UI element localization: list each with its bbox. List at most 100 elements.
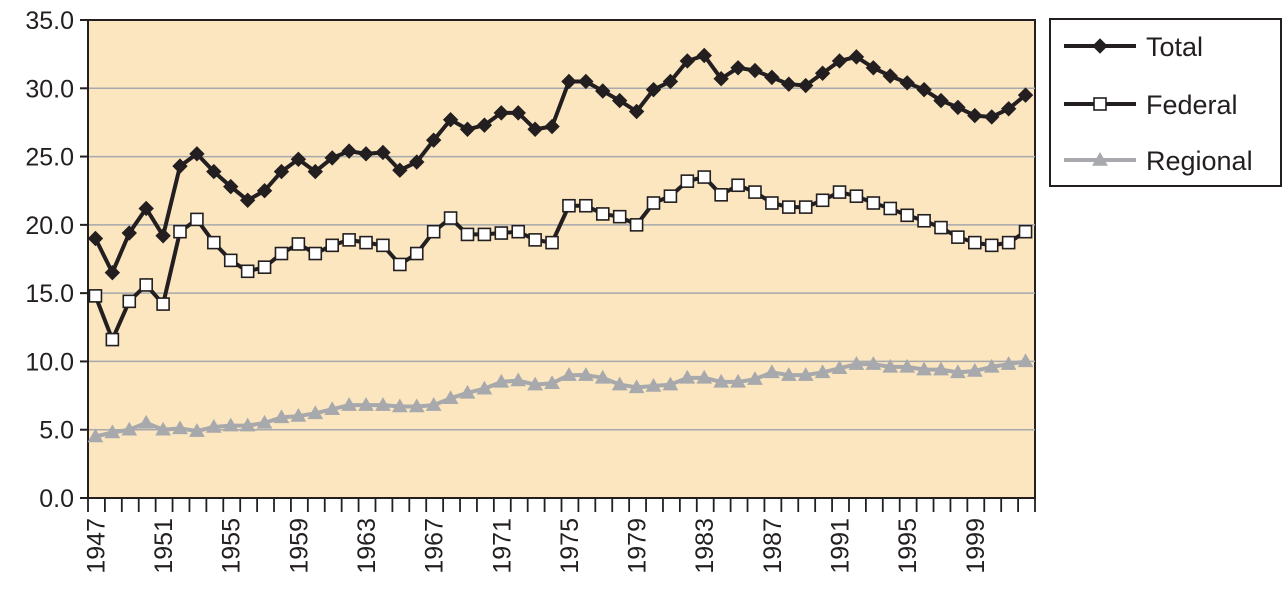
y-tick-label: 5.0 bbox=[39, 417, 74, 445]
data-point-total bbox=[273, 163, 290, 180]
data-point-regional bbox=[933, 361, 949, 376]
y-tick-label: 20.0 bbox=[25, 212, 74, 240]
data-point-regional bbox=[713, 373, 730, 388]
data-point-federal bbox=[612, 209, 627, 224]
data-point-federal bbox=[156, 297, 170, 311]
data-point-total bbox=[425, 132, 442, 148]
x-tick-label: 1991 bbox=[827, 518, 855, 574]
data-point-total bbox=[781, 76, 797, 92]
x-tick-label: 1979 bbox=[624, 518, 652, 574]
data-point-total bbox=[189, 146, 205, 162]
data-point-total bbox=[747, 62, 763, 79]
data-point-regional bbox=[594, 369, 611, 384]
data-point-regional bbox=[764, 364, 780, 379]
data-point-regional bbox=[628, 379, 645, 394]
data-point-federal bbox=[494, 226, 509, 240]
data-point-total bbox=[392, 162, 408, 178]
data-point-regional bbox=[696, 369, 713, 384]
data-point-federal bbox=[731, 178, 745, 193]
data-point-regional bbox=[966, 362, 983, 377]
data-point-federal bbox=[173, 224, 187, 239]
data-point-total bbox=[595, 83, 611, 99]
data-point-federal bbox=[951, 230, 965, 244]
data-point-regional bbox=[138, 414, 155, 429]
data-point-total bbox=[341, 143, 357, 159]
data-point-federal bbox=[528, 233, 542, 247]
data-point-federal bbox=[105, 332, 120, 347]
data-point-regional bbox=[104, 424, 121, 439]
x-tick-label: 1999 bbox=[962, 518, 990, 574]
data-point-federal bbox=[917, 213, 931, 228]
data-point-federal bbox=[765, 196, 779, 210]
data-point-regional bbox=[459, 384, 476, 399]
data-point-federal bbox=[562, 198, 576, 213]
data-point-regional bbox=[527, 376, 543, 391]
data-point-total bbox=[442, 111, 459, 128]
x-tick-label: 1995 bbox=[894, 518, 922, 574]
data-point-regional bbox=[578, 367, 594, 381]
data-point-regional bbox=[662, 376, 679, 391]
data-point-regional bbox=[425, 397, 442, 411]
data-point-federal bbox=[697, 170, 712, 184]
series-regional bbox=[87, 353, 1034, 443]
legend-marker-federal bbox=[1093, 97, 1107, 111]
data-point-total bbox=[848, 49, 865, 65]
series-federal bbox=[88, 170, 1033, 347]
data-point-total bbox=[865, 60, 882, 76]
data-point-regional bbox=[611, 376, 628, 391]
data-point-regional bbox=[645, 378, 662, 392]
data-point-total bbox=[256, 183, 273, 199]
data-point-federal bbox=[934, 220, 948, 235]
data-point-federal bbox=[460, 227, 475, 242]
data-point-regional bbox=[87, 428, 104, 443]
data-point-total bbox=[797, 77, 814, 94]
data-point-total bbox=[172, 158, 188, 174]
data-point-regional bbox=[899, 358, 916, 373]
data-point-federal bbox=[545, 235, 559, 250]
data-point-federal bbox=[190, 212, 204, 227]
data-point-regional bbox=[222, 417, 239, 432]
data-point-regional bbox=[679, 369, 696, 384]
data-point-total bbox=[578, 73, 594, 90]
data-point-federal bbox=[900, 208, 914, 223]
data-point-total bbox=[206, 163, 222, 180]
data-point-federal bbox=[883, 201, 898, 216]
data-point-total bbox=[764, 69, 780, 86]
data-point-regional bbox=[324, 401, 341, 415]
data-point-total bbox=[882, 68, 898, 84]
x-tick-label: 1983 bbox=[691, 518, 719, 574]
y-tick-label: 10.0 bbox=[25, 348, 74, 376]
x-tick-label: 1971 bbox=[488, 518, 516, 574]
data-point-regional bbox=[814, 364, 831, 379]
data-point-total bbox=[104, 264, 121, 281]
data-point-federal bbox=[308, 246, 323, 261]
legend-label-total: Total bbox=[1146, 32, 1203, 62]
data-point-federal bbox=[595, 207, 610, 221]
legend-marker-regional bbox=[1092, 151, 1108, 166]
x-tick-label: 1959 bbox=[285, 518, 313, 574]
data-point-regional bbox=[273, 409, 290, 424]
data-point-regional bbox=[256, 414, 273, 429]
data-point-federal bbox=[663, 189, 678, 203]
data-point-federal bbox=[849, 189, 864, 203]
data-point-regional bbox=[882, 358, 899, 373]
legend-marker-total bbox=[1092, 38, 1108, 54]
data-point-regional bbox=[391, 398, 408, 413]
data-point-federal bbox=[646, 196, 661, 210]
x-tick-label: 1967 bbox=[421, 518, 449, 574]
data-point-total bbox=[831, 53, 848, 69]
data-point-federal bbox=[426, 224, 441, 239]
data-point-total bbox=[696, 47, 712, 64]
data-point-total bbox=[223, 178, 239, 195]
series-group bbox=[87, 47, 1034, 443]
data-point-total bbox=[510, 105, 526, 121]
data-point-federal bbox=[866, 196, 881, 210]
legend-item-total: Total bbox=[1064, 32, 1203, 62]
data-point-regional bbox=[797, 367, 814, 381]
data-point-federal bbox=[968, 235, 982, 250]
data-point-regional bbox=[848, 356, 865, 370]
data-point-total bbox=[290, 151, 307, 168]
data-point-total bbox=[87, 230, 104, 247]
data-point-total bbox=[358, 146, 374, 162]
